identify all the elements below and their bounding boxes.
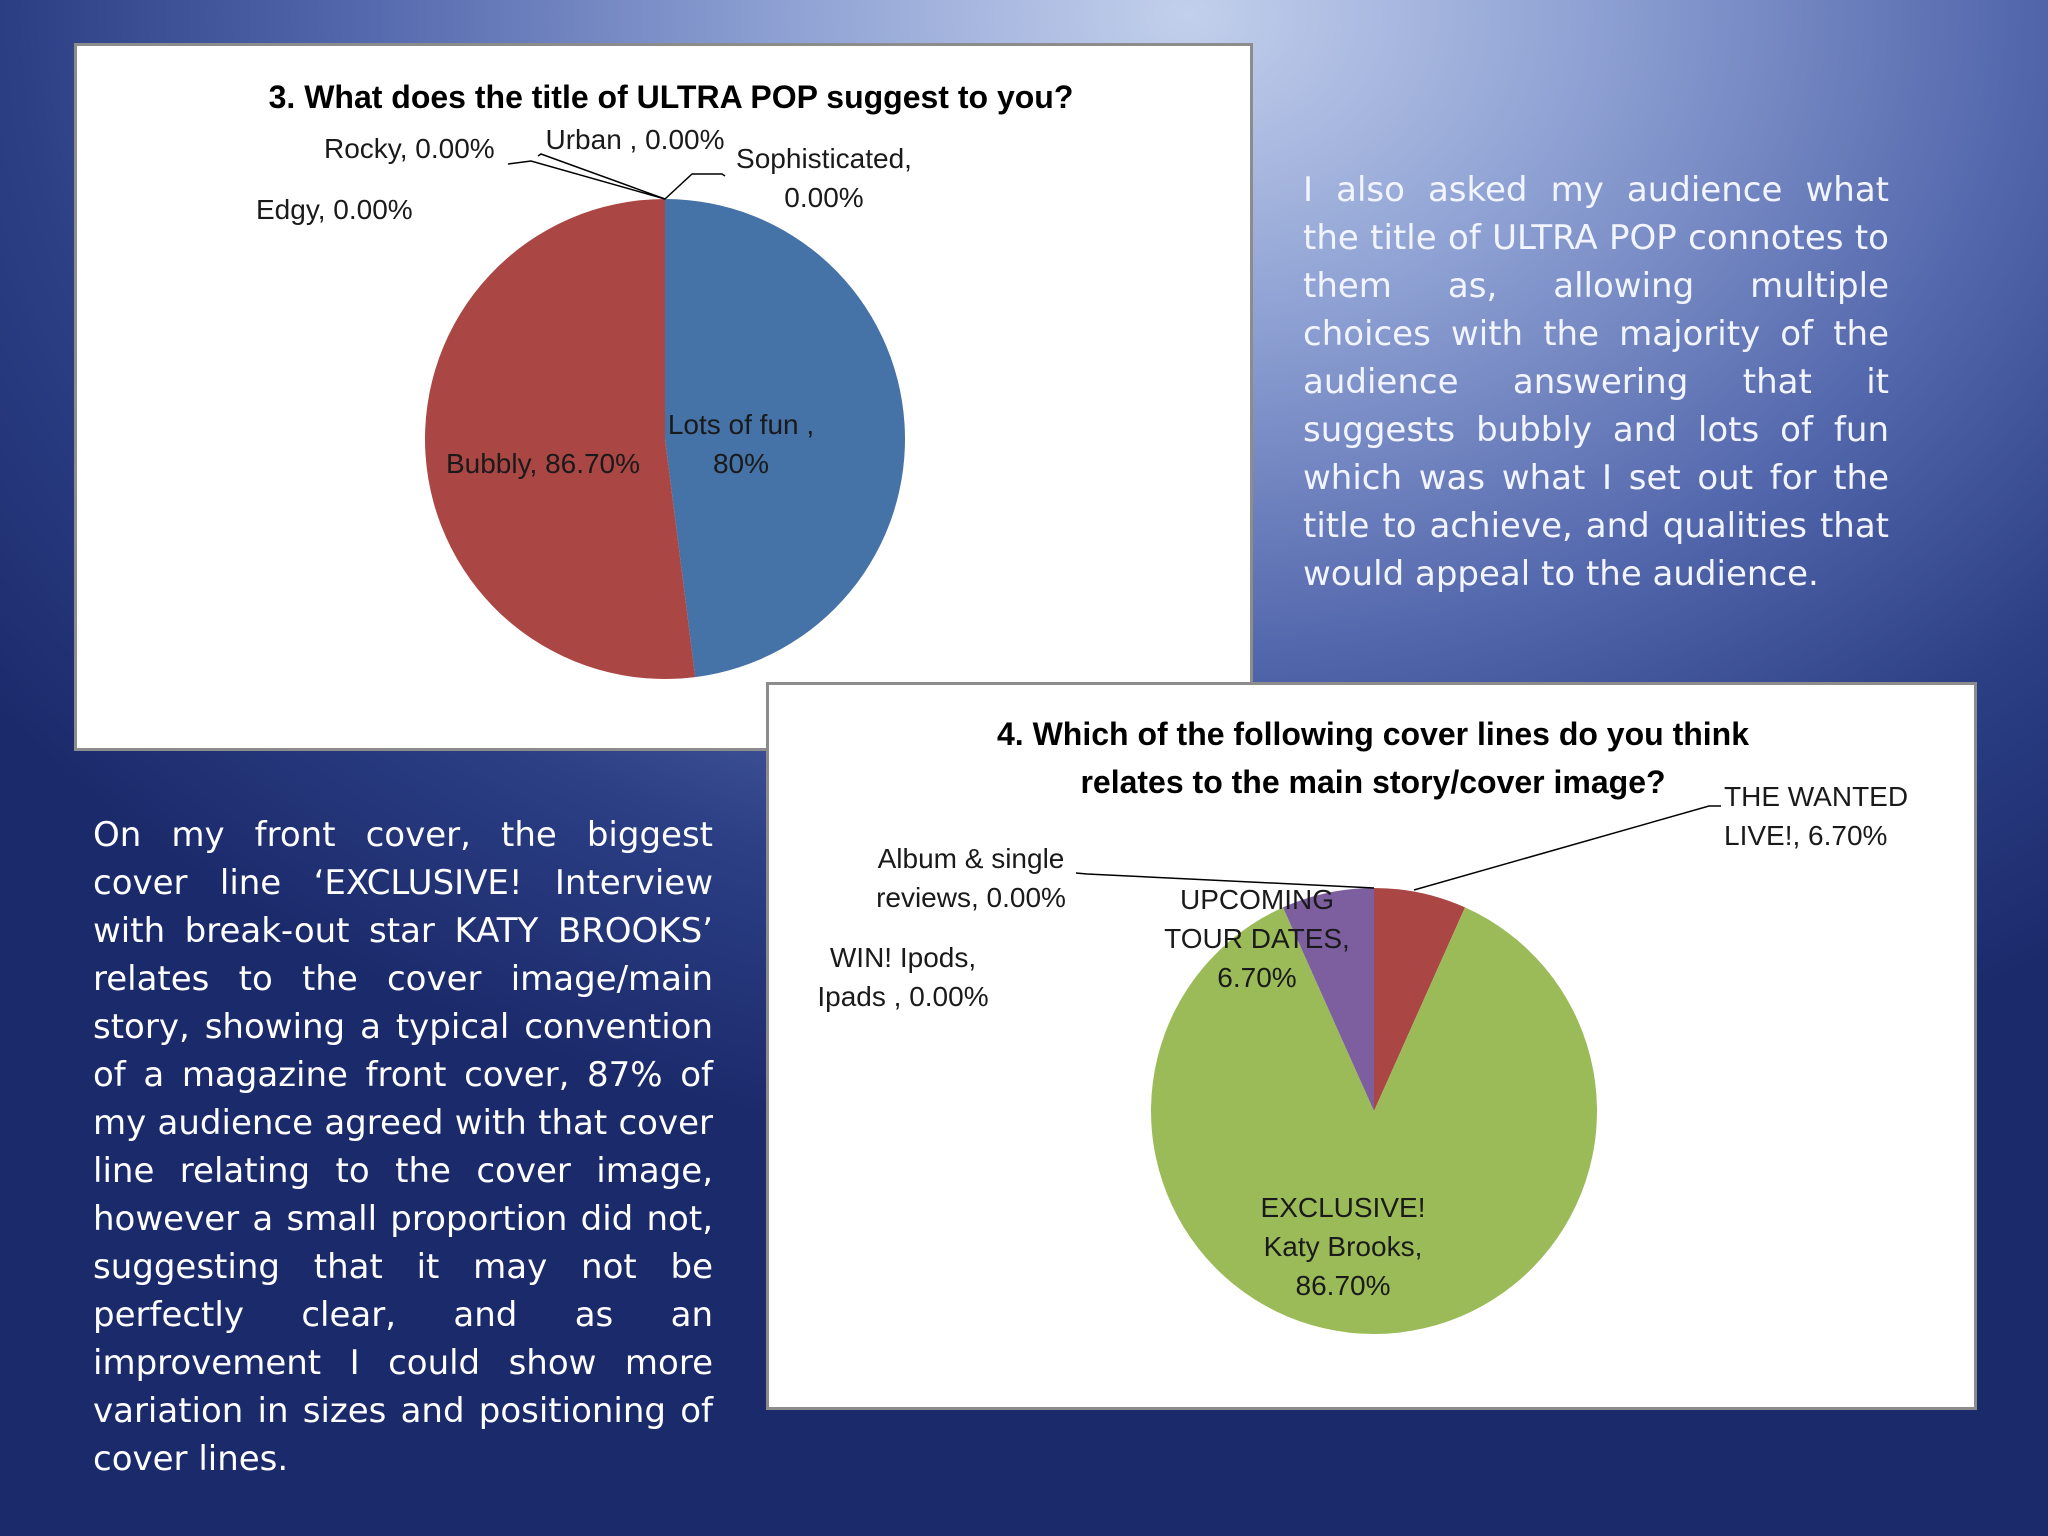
chart-title-suggestion: 3. What does the title of ULTRA POP sugg… xyxy=(74,43,1253,751)
chart1-leader-urban xyxy=(537,153,666,200)
chart1-label-sophisticated: Sophisticated, 0.00% xyxy=(736,143,912,213)
chart1-label-rocky: Rocky, 0.00% xyxy=(324,133,495,164)
chart2-slice-exclusive-katy-brooks xyxy=(1151,907,1597,1334)
chart1-leader-sophisticated xyxy=(664,173,726,200)
chart1-label-bubbly: Bubbly, 86.70% xyxy=(446,448,640,479)
left-commentary: On my front cover, the biggest cover lin… xyxy=(93,815,713,1479)
chart2-slice-the-wanted-live xyxy=(1374,888,1466,1111)
chart2-label-win-ipods-ipads: WIN! Ipods, Ipads , 0.00% xyxy=(817,942,988,1012)
chart2-leader-album-single-reviews xyxy=(1075,872,1375,889)
chart2-label-the-wanted-live: THE WANTED LIVE!, 6.70% xyxy=(1724,781,1908,851)
chart-title: 3. What does the title of ULTRA POP sugg… xyxy=(269,79,1074,115)
chart2-leader-the-wanted-live xyxy=(1413,805,1721,891)
chart2-label-exclusive-katy-brooks: EXCLUSIVE! Katy Brooks, 86.70% xyxy=(1261,1192,1426,1301)
chart1-label-lots-of-fun: Lots of fun , 80% xyxy=(668,409,814,479)
chart2-label-upcoming-tour-dates: UPCOMING TOUR DATES, 6.70% xyxy=(1164,884,1350,993)
chart-cover-lines: 4. Which of the following cover lines do… xyxy=(766,682,1977,1410)
chart-title-line-2: relates to the main story/cover image? xyxy=(1080,764,1665,800)
right-commentary: I also asked my audience what the title … xyxy=(1303,170,1889,594)
pie-chart-title-suggestion: 3. What does the title of ULTRA POP sugg… xyxy=(256,79,1074,679)
pie-chart-cover-lines: 4. Which of the following cover lines do… xyxy=(817,716,1908,1334)
chart2-label-album-single-reviews: Album & single reviews, 0.00% xyxy=(876,843,1066,913)
chart1-label-edgy: Edgy, 0.00% xyxy=(256,194,413,225)
chart-title-line-1: 4. Which of the following cover lines do… xyxy=(997,716,1749,752)
chart2-slice-upcoming-tour-dates xyxy=(1282,888,1374,1111)
chart1-slice-bubbly xyxy=(425,199,696,679)
chart1-label-urban: Urban , 0.00% xyxy=(546,124,725,155)
chart1-leader-rocky xyxy=(507,160,666,200)
chart1-slice-lots-of-fun xyxy=(665,199,906,678)
